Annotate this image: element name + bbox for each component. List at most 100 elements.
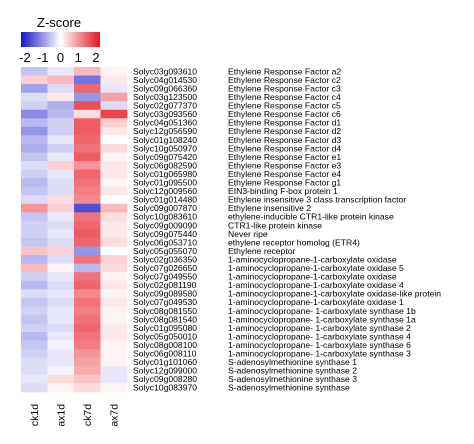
column-labels: ck1d ax1d ck7d ax7d — [29, 404, 121, 427]
row-gene-id: Solyc09g008280 — [133, 374, 197, 384]
row-gene-description: Ethylene insensitive 2 — [228, 203, 311, 213]
heatmap-cell — [21, 323, 48, 333]
row-gene-description: S-adenosylmethionine synthase 3 — [228, 374, 357, 384]
heatmap-cell — [100, 67, 128, 76]
row-gene-id: Solyc01g095080 — [133, 323, 197, 333]
row-gene-id: Solyc01g014480 — [133, 195, 197, 205]
heatmap-cell — [74, 306, 101, 316]
heatmap-cell — [47, 212, 75, 222]
row-gene-id: Solyc06g008110 — [133, 349, 197, 359]
heatmap-cell — [74, 357, 101, 367]
row-gene-id: Solyc05g055070 — [133, 246, 197, 256]
heatmap-cell — [74, 238, 101, 247]
row-gene-id: Solyc05g050010 — [133, 331, 197, 341]
row-gene-id: Solyc10g050970 — [133, 143, 197, 153]
heatmap-cell — [21, 101, 48, 111]
legend-tick-label: 0 — [57, 50, 64, 65]
heatmap-cell — [21, 229, 48, 239]
heatmap-cell — [100, 340, 128, 350]
row-gene-description: Ethylene insensitive 3 class transcripti… — [228, 195, 406, 205]
heatmap-cell — [21, 169, 48, 179]
heatmap-cell — [100, 289, 128, 299]
heatmap-cell — [47, 340, 75, 350]
row-gene-id: Solyc12g056590 — [133, 126, 197, 136]
heatmap-cell — [74, 314, 101, 324]
heatmap-cell — [21, 126, 48, 136]
heatmap-cell — [100, 332, 128, 341]
row-gene-id: Solyc08g081550 — [133, 306, 197, 316]
heatmap-cell — [74, 229, 101, 239]
row-gene-description: 1-aminocyclopropane-1-carboxylate oxidas… — [228, 254, 397, 264]
row-gene-description: 1-aminocyclopropane-1-carboxylate oxidas… — [228, 280, 404, 290]
heatmap-cell — [74, 195, 101, 205]
heatmap-cell — [21, 238, 48, 247]
heatmap-cell — [21, 220, 48, 230]
heatmap-cell — [74, 75, 101, 85]
row-gene-description: Ethylene Response Factor d1 — [228, 118, 341, 128]
heatmap-cell — [74, 212, 101, 222]
heatmap-cells — [21, 67, 128, 393]
row-gene-description: Ethylene Response Factor c3 — [228, 83, 341, 93]
heatmap-cell — [74, 203, 101, 213]
heatmap-cell — [100, 152, 128, 162]
heatmap-cell — [100, 101, 128, 111]
row-gene-id: Solyc09g066360 — [133, 83, 197, 93]
heatmap-cell — [47, 229, 75, 239]
heatmap-cell — [74, 101, 101, 111]
heatmap-cell — [100, 229, 128, 239]
row-gene-id: Solyc07g026650 — [133, 263, 197, 273]
heatmap-cell — [100, 178, 128, 188]
heatmap-cell — [74, 126, 101, 136]
row-gene-description: Never ripe — [228, 229, 268, 239]
heatmap-cell — [74, 169, 101, 179]
heatmap-cell — [21, 143, 48, 153]
heatmap-cell — [21, 212, 48, 222]
column-label: ax1d — [56, 404, 68, 427]
row-gene-description: 1-aminocyclopropane- 1-carboxylate synth… — [228, 314, 416, 324]
heatmap-cell — [47, 195, 75, 205]
row-id-labels: Solyc03g093610Solyc04g014530Solyc09g0663… — [133, 66, 197, 392]
heatmap-cell — [74, 161, 101, 170]
row-gene-id: Solyc07g049550 — [133, 272, 197, 282]
heatmap-cell — [21, 332, 48, 341]
heatmap-cell — [47, 92, 75, 102]
heatmap-cell — [21, 135, 48, 145]
heatmap-cell — [100, 220, 128, 230]
heatmap-cell — [47, 272, 75, 282]
heatmap-cell — [21, 289, 48, 299]
heatmap-cell — [47, 178, 75, 188]
heatmap-cell — [47, 109, 75, 119]
heatmap-cell — [47, 161, 75, 170]
color-legend: Z-score -2 -1 0 1 2 — [19, 15, 100, 65]
heatmap-cell — [47, 366, 75, 376]
row-gene-description: S-adenosylmethionine synthase 2 — [228, 366, 357, 376]
column-label: ck1d — [29, 404, 41, 426]
heatmap-cell — [100, 255, 128, 265]
row-gene-description: CTR1-like protein kinase — [228, 220, 322, 230]
row-gene-id: Solyc02g036350 — [133, 254, 197, 264]
row-gene-description: Ethylene Response Factor d2 — [228, 126, 341, 136]
heatmap-cell — [21, 84, 48, 94]
heatmap-cell — [74, 92, 101, 102]
row-gene-description: S-adenosylmethionine synthase 1 — [228, 357, 357, 367]
row-gene-id: Solyc03g093560 — [133, 109, 197, 119]
row-gene-description: Ethylene Response Factor c4 — [228, 92, 341, 102]
heatmap-cell — [74, 280, 101, 290]
row-gene-description: 1-aminocyclopropane-1-carboxylate oxidas… — [228, 263, 404, 273]
row-gene-id: Solyc12g009560 — [133, 186, 197, 196]
row-gene-description: Ethylene Response Factor g1 — [228, 178, 341, 188]
heatmap-cell — [21, 383, 48, 393]
row-gene-id: Solyc07g049530 — [133, 297, 197, 307]
heatmap-cell — [21, 92, 48, 102]
heatmap-cell — [47, 135, 75, 145]
heatmap-cell — [100, 357, 128, 367]
heatmap-cell — [21, 272, 48, 282]
heatmap-cell — [100, 84, 128, 94]
heatmap-cell — [100, 383, 128, 393]
row-gene-id: Solyc04g051360 — [133, 118, 197, 128]
row-gene-id: Solyc08g081540 — [133, 314, 197, 324]
heatmap-cell — [74, 272, 101, 282]
row-gene-id: Solyc09g009090 — [133, 220, 197, 230]
row-gene-description: 1-aminocyclopropane- 1-carboxylate synth… — [228, 340, 411, 350]
